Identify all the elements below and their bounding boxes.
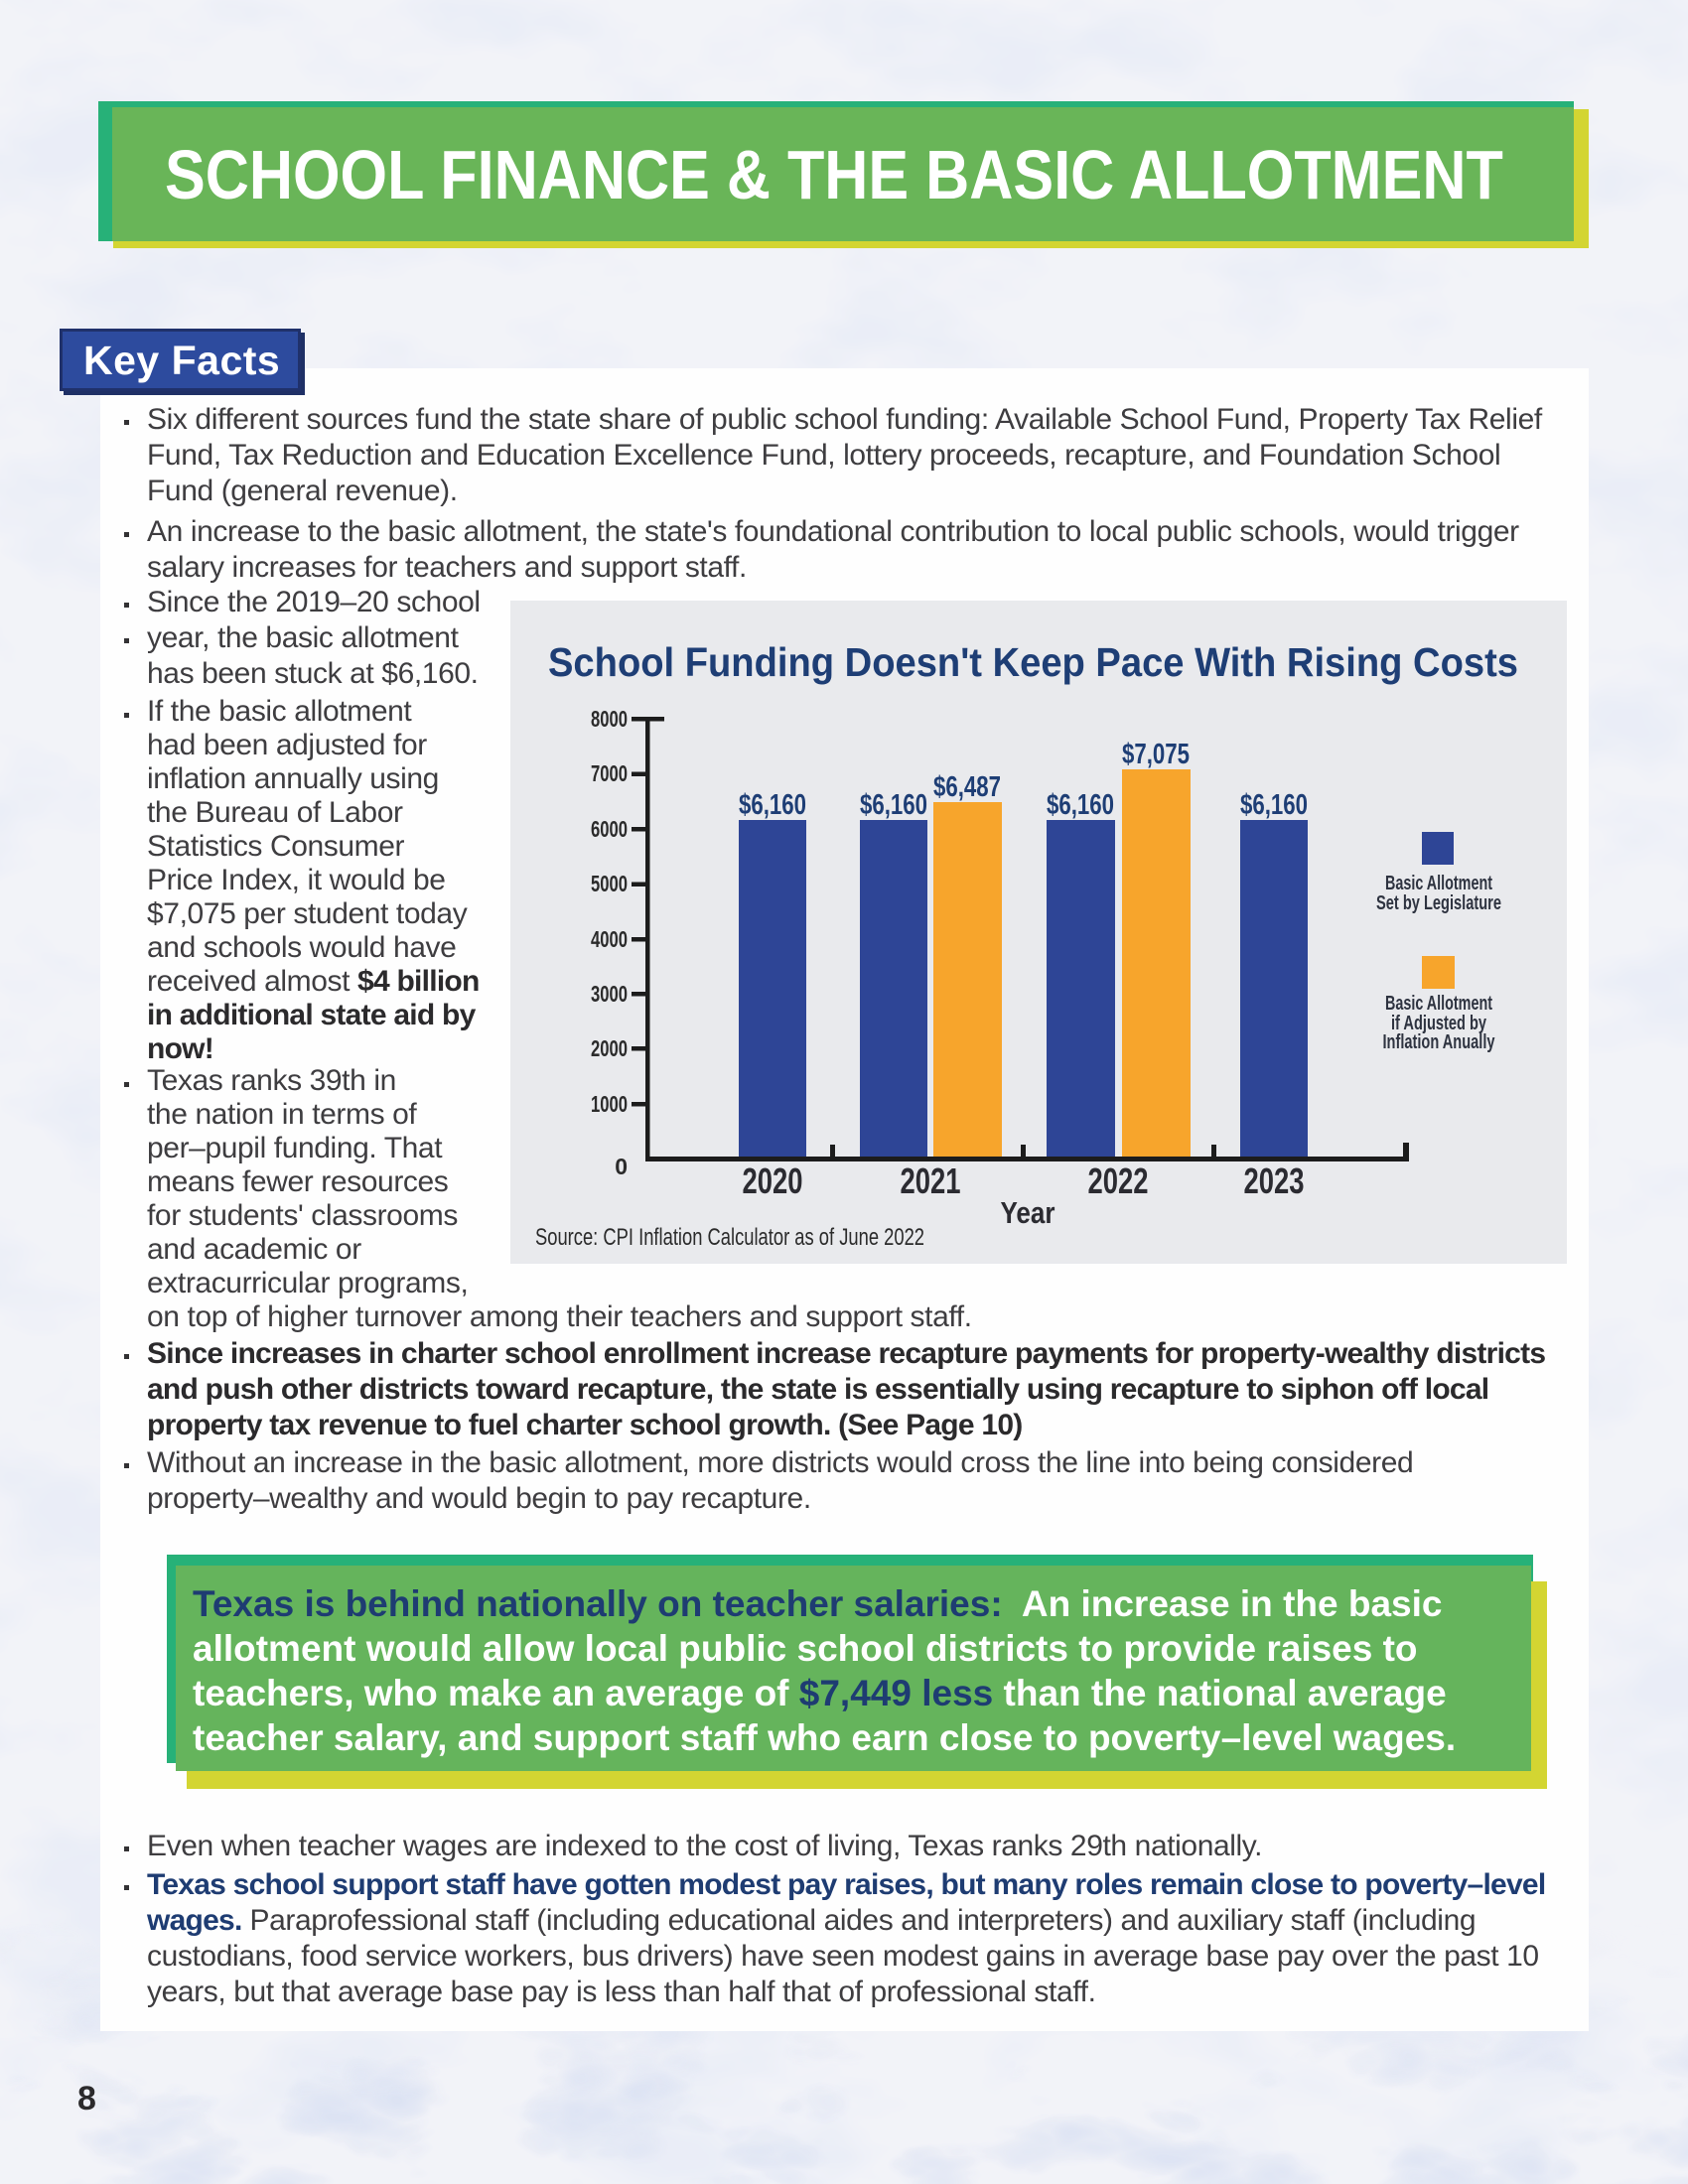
svg-text:Inflation Anually: Inflation Anually (1383, 1031, 1496, 1053)
svg-text:8000: 8000 (591, 706, 628, 732)
svg-text:$6,487: $6,487 (933, 771, 1001, 803)
svg-text:1000: 1000 (591, 1091, 628, 1117)
svg-text:2023: 2023 (1244, 1160, 1305, 1201)
svg-text:$7,075: $7,075 (1122, 739, 1190, 770)
svg-text:Source: CPI Inflation Calculat: Source: CPI Inflation Calculator as of J… (535, 1224, 924, 1251)
svg-text:2000: 2000 (591, 1035, 628, 1061)
svg-text:3000: 3000 (591, 981, 628, 1007)
svg-text:2020: 2020 (743, 1160, 803, 1201)
svg-text:Basic Allotment: Basic Allotment (1385, 873, 1492, 894)
svg-text:7000: 7000 (591, 760, 628, 786)
svg-text:4000: 4000 (591, 926, 628, 952)
svg-text:5000: 5000 (591, 871, 628, 896)
svg-text:2021: 2021 (901, 1160, 961, 1201)
svg-text:$6,160: $6,160 (1047, 789, 1114, 821)
svg-text:2022: 2022 (1088, 1160, 1149, 1201)
svg-text:0: 0 (615, 1154, 628, 1179)
svg-text:Set by Legislature: Set by Legislature (1376, 892, 1501, 914)
svg-text:$6,160: $6,160 (739, 789, 806, 821)
svg-text:Year: Year (1001, 1195, 1055, 1230)
svg-text:$6,160: $6,160 (860, 789, 927, 821)
svg-text:School Funding Doesn't Keep Pa: School Funding Doesn't Keep Pace With Ri… (548, 639, 1518, 685)
svg-text:$6,160: $6,160 (1240, 789, 1308, 821)
svg-text:Basic Allotment: Basic Allotment (1385, 993, 1492, 1015)
svg-text:6000: 6000 (591, 816, 628, 842)
svg-text:if Adjusted by: if Adjusted by (1391, 1013, 1487, 1034)
